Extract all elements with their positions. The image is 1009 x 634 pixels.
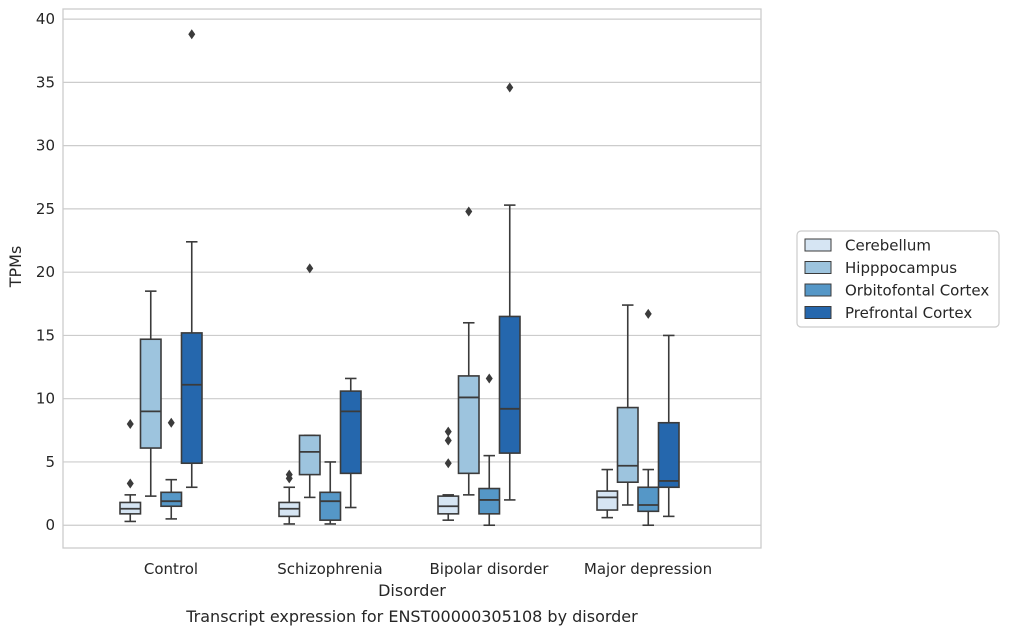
box-orbitofontal-cortex-0	[160, 417, 183, 520]
box-cerebellum-1	[278, 469, 301, 525]
box-body	[596, 490, 619, 511]
x-tick-label: Schizophrenia	[277, 560, 382, 578]
outlier-point	[285, 469, 293, 480]
outlier-point	[644, 308, 652, 319]
legend-frame	[796, 230, 1000, 328]
outlier-point	[167, 417, 175, 428]
box-prefrontal-cortex-0	[180, 29, 203, 489]
x-tick-label: Bipolar disorder	[430, 560, 550, 578]
x-axis-label: Disorder	[378, 581, 446, 600]
figure-caption: Transcript expression for ENST0000030510…	[185, 607, 638, 626]
legend-label: Orbitofontal Cortex	[845, 282, 989, 300]
outlier-point	[444, 458, 452, 469]
y-tick-label: 15	[36, 326, 55, 344]
y-tick-label: 0	[45, 516, 55, 534]
box-body	[478, 487, 501, 515]
box-body	[319, 491, 342, 521]
outlier-point	[465, 206, 473, 217]
box-body	[616, 406, 639, 484]
x-tick-labels: Control Schizophrenia Bipolar disorder Majo…	[144, 560, 712, 578]
legend-swatch	[804, 238, 832, 252]
box-orbitofontal-cortex-3	[637, 308, 660, 527]
gridlines	[63, 18, 761, 526]
box-body	[298, 434, 321, 476]
legend-label: Prefrontal Cortex	[845, 304, 972, 322]
y-tick-labels: 0 5 10 15 20 25 30 35 40	[36, 10, 55, 534]
box-orbitofontal-cortex-2	[478, 373, 501, 527]
x-tick-label: Major depression	[584, 560, 712, 578]
outlier-point	[126, 419, 134, 430]
outlier-point	[444, 435, 452, 446]
legend: Cerebellum Hipppocampus Orbitofontal Corte…	[796, 230, 1000, 328]
outlier-point	[126, 478, 134, 489]
box-body	[457, 375, 480, 475]
legend-swatch	[804, 306, 832, 319]
y-tick-label: 10	[36, 390, 55, 408]
outlier-point	[506, 82, 514, 93]
box-hipppocampus-1	[298, 263, 321, 499]
box-cerebellum-3	[596, 468, 619, 519]
y-tick-label: 5	[45, 453, 55, 471]
legend-swatch	[804, 283, 832, 297]
legend-label: Cerebellum	[845, 237, 931, 255]
x-tick-label: Control	[144, 560, 198, 578]
box-body	[437, 495, 460, 515]
plot-frame	[62, 8, 762, 549]
box-body	[160, 491, 183, 508]
box-cerebellum-2	[437, 426, 460, 521]
box-body	[180, 332, 203, 465]
outlier-point	[306, 263, 314, 274]
box-body	[498, 315, 521, 454]
legend-swatch	[804, 261, 832, 274]
outlier-point	[485, 373, 493, 384]
y-tick-label: 25	[36, 200, 55, 218]
boxes	[119, 29, 680, 527]
box-orbitofontal-cortex-1	[319, 461, 342, 525]
box-body	[637, 486, 660, 513]
legend-label: Hipppocampus	[845, 259, 957, 277]
box-prefrontal-cortex-3	[657, 334, 680, 518]
box-body	[139, 338, 162, 449]
y-axis-label: TPMs	[6, 246, 25, 289]
box-prefrontal-cortex-2	[498, 82, 521, 501]
box-body	[339, 390, 362, 475]
box-prefrontal-cortex-1	[339, 377, 362, 509]
y-tick-label: 40	[36, 10, 55, 28]
outlier-point	[188, 29, 196, 40]
y-tick-label: 30	[36, 137, 55, 155]
box-cerebellum-0	[119, 419, 142, 523]
box-hipppocampus-2	[457, 206, 480, 496]
y-tick-label: 20	[36, 263, 55, 281]
y-tick-label: 35	[36, 73, 55, 91]
box-hipppocampus-3	[616, 304, 639, 506]
outlier-point	[444, 426, 452, 437]
box-body	[657, 421, 680, 489]
box-hipppocampus-0	[139, 290, 162, 497]
